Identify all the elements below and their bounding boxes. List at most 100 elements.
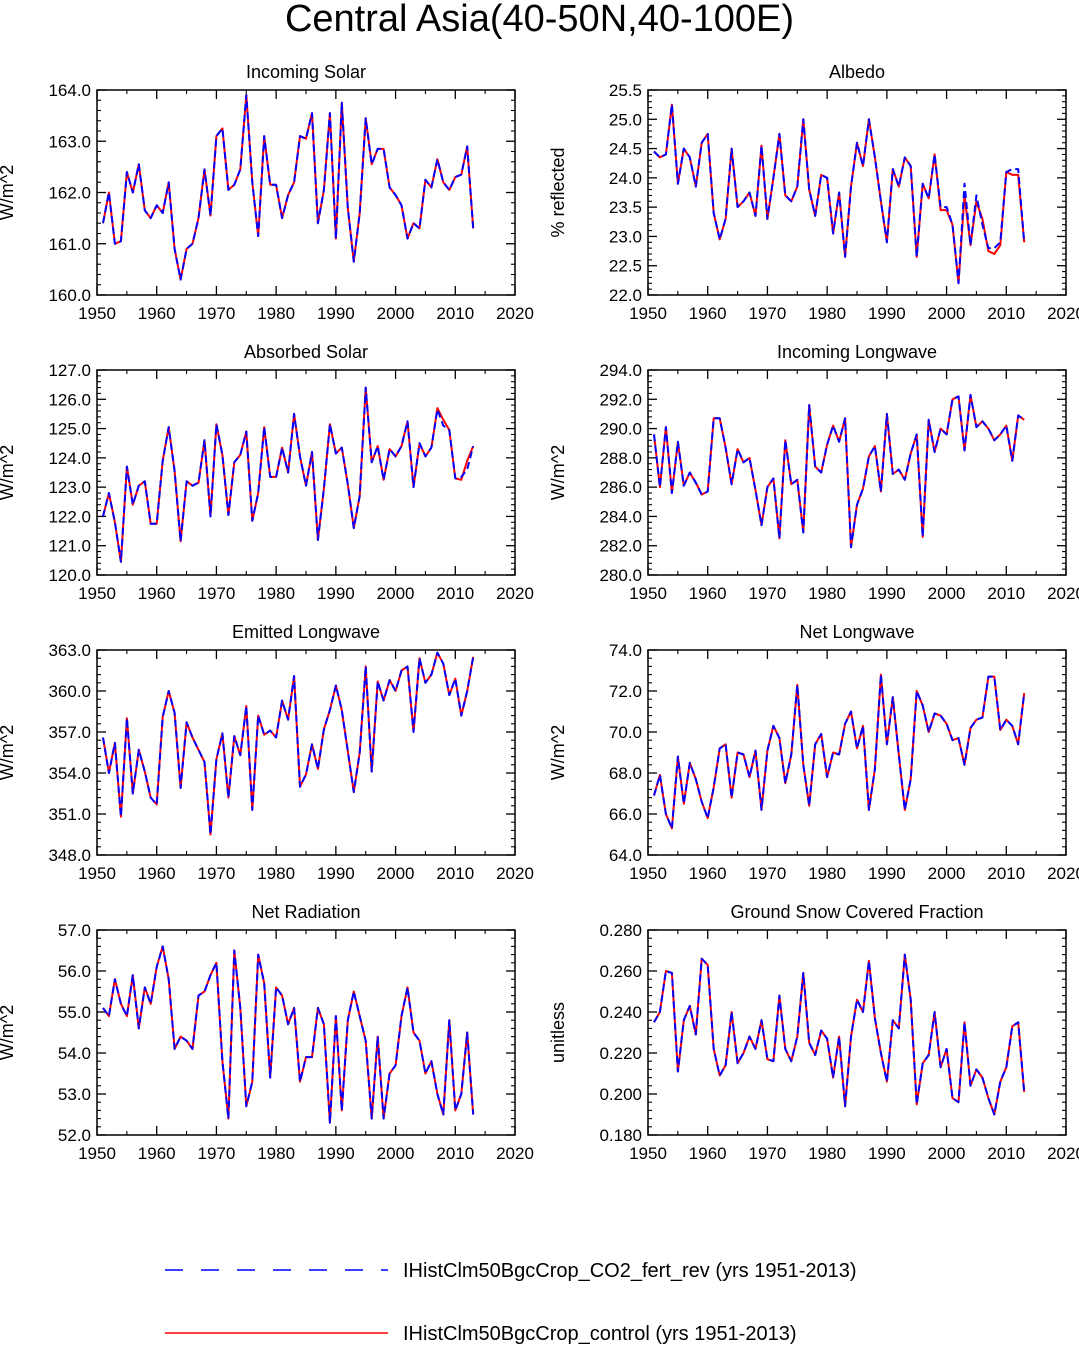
y-tick-label: 23.0 [609, 227, 642, 246]
y-tick-label: 360.0 [48, 682, 91, 701]
series-line-co2-fert-rev [653, 103, 1026, 285]
x-tick-label: 1950 [78, 864, 116, 883]
y-tick-label: 0.240 [599, 1003, 642, 1022]
x-tick-label: 1950 [78, 304, 116, 323]
x-tick-label: 2010 [436, 1144, 474, 1163]
x-tick-label: 1980 [808, 864, 846, 883]
series-line-co2-fert-rev [102, 94, 475, 281]
x-tick-label: 1950 [629, 304, 667, 323]
y-tick-label: 25.0 [609, 110, 642, 129]
y-axis-label: W/m^2 [0, 725, 17, 780]
series-line-co2-fert-rev [653, 673, 1026, 830]
panel-title: Net Longwave [799, 622, 914, 642]
y-tick-label: 0.220 [599, 1044, 642, 1063]
x-tick-label: 1980 [257, 584, 295, 603]
panel-title: Net Radiation [251, 902, 360, 922]
x-tick-label: 2010 [436, 864, 474, 883]
x-tick-label: 2020 [496, 584, 534, 603]
panel-net-longwave: Net Longwave W/m^2 1950 1960 1970 1980 1990 200… [548, 622, 1079, 883]
y-tick-label: 22.5 [609, 257, 642, 276]
x-tick-label: 1960 [138, 584, 176, 603]
y-tick-label: 56.0 [58, 962, 91, 981]
y-tick-label: 284.0 [599, 507, 642, 526]
x-tick-label: 1980 [257, 1144, 295, 1163]
y-tick-label: 24.5 [609, 140, 642, 159]
panel-title: Absorbed Solar [244, 342, 368, 362]
x-tick-label: 1950 [629, 1144, 667, 1163]
x-tick-label: 1970 [198, 304, 236, 323]
y-tick-label: 363.0 [48, 641, 91, 660]
panel-absorbed-solar: Absorbed Solar W/m^2 1950 1960 1970 1980 1990 2… [0, 342, 534, 603]
x-tick-label: 2010 [436, 304, 474, 323]
x-tick-label: 1990 [868, 1144, 906, 1163]
panel-title: Emitted Longwave [232, 622, 380, 642]
y-tick-label: 292.0 [599, 390, 642, 409]
y-tick-label: 126.0 [48, 390, 91, 409]
y-tick-label: 123.0 [48, 478, 91, 497]
x-tick-label: 1970 [198, 1144, 236, 1163]
y-tick-label: 290.0 [599, 420, 642, 439]
x-tick-label: 2010 [436, 584, 474, 603]
x-tick-label: 1960 [689, 1144, 727, 1163]
y-tick-label: 121.0 [48, 537, 91, 556]
x-tick-label: 1970 [749, 864, 787, 883]
legend-label: IHistClm50BgcCrop_control (yrs 1951-2013… [403, 1323, 797, 1345]
y-axis-label: W/m^2 [0, 165, 17, 220]
x-tick-label: 2000 [928, 1144, 966, 1163]
y-tick-label: 294.0 [599, 361, 642, 380]
x-tick-label: 2000 [377, 1144, 415, 1163]
y-tick-label: 22.0 [609, 286, 642, 305]
y-tick-label: 288.0 [599, 449, 642, 468]
x-tick-label: 2010 [987, 864, 1025, 883]
panel-emitted-longwave: Emitted Longwave W/m^2 1950 1960 1970 1980 199… [0, 622, 534, 883]
x-tick-label: 2020 [496, 864, 534, 883]
y-axis-label: unitless [548, 1002, 568, 1063]
y-tick-label: 164.0 [48, 81, 91, 100]
y-tick-label: 0.280 [599, 921, 642, 940]
x-tick-label: 2000 [377, 864, 415, 883]
y-tick-label: 0.260 [599, 962, 642, 981]
panel-albedo: Albedo % reflected 1950 1960 1970 1980 1990 200… [548, 62, 1079, 323]
series-line-co2-fert-rev [653, 393, 1025, 549]
y-axis-label: W/m^2 [548, 445, 568, 500]
x-tick-label: 2000 [928, 584, 966, 603]
y-tick-label: 72.0 [609, 682, 642, 701]
x-tick-label: 1990 [317, 1144, 355, 1163]
x-tick-label: 1980 [808, 584, 846, 603]
panel-title: Incoming Longwave [777, 342, 937, 362]
y-tick-label: 68.0 [609, 764, 642, 783]
plot-frame [96, 929, 516, 1136]
y-tick-label: 23.5 [609, 198, 642, 217]
legend-label: IHistClm50BgcCrop_CO2_fert_rev (yrs 1951… [403, 1260, 857, 1282]
y-tick-label: 64.0 [609, 846, 642, 865]
plot-frame [647, 649, 1067, 856]
panel-incoming-solar: Incoming Solar W/m^2 1950 1960 1970 1980 1990 2… [0, 62, 534, 323]
y-tick-label: 351.0 [48, 805, 91, 824]
x-tick-label: 1980 [808, 304, 846, 323]
plot-frame [96, 649, 516, 856]
x-tick-label: 1980 [257, 304, 295, 323]
x-tick-label: 1960 [138, 304, 176, 323]
x-tick-label: 2020 [1047, 1144, 1079, 1163]
x-tick-label: 1990 [868, 304, 906, 323]
x-tick-label: 1970 [198, 584, 236, 603]
panel-title: Ground Snow Covered Fraction [730, 902, 983, 922]
y-tick-label: 120.0 [48, 566, 91, 585]
y-tick-label: 66.0 [609, 805, 642, 824]
y-tick-label: 122.0 [48, 507, 91, 526]
y-tick-label: 162.0 [48, 184, 91, 203]
y-tick-label: 25.5 [609, 81, 642, 100]
series-line-co2-fert-rev [102, 386, 475, 563]
y-tick-label: 127.0 [48, 361, 91, 380]
x-tick-label: 2000 [928, 864, 966, 883]
x-tick-label: 2010 [987, 304, 1025, 323]
y-axis-label: W/m^2 [548, 725, 568, 780]
x-tick-label: 1990 [868, 584, 906, 603]
x-tick-label: 1990 [317, 304, 355, 323]
y-tick-label: 286.0 [599, 478, 642, 497]
x-tick-label: 2020 [1047, 864, 1079, 883]
y-axis-label: W/m^2 [0, 1005, 17, 1060]
series-line-co2-fert-rev [102, 945, 475, 1124]
series-line-co2-fert-rev [102, 651, 475, 836]
